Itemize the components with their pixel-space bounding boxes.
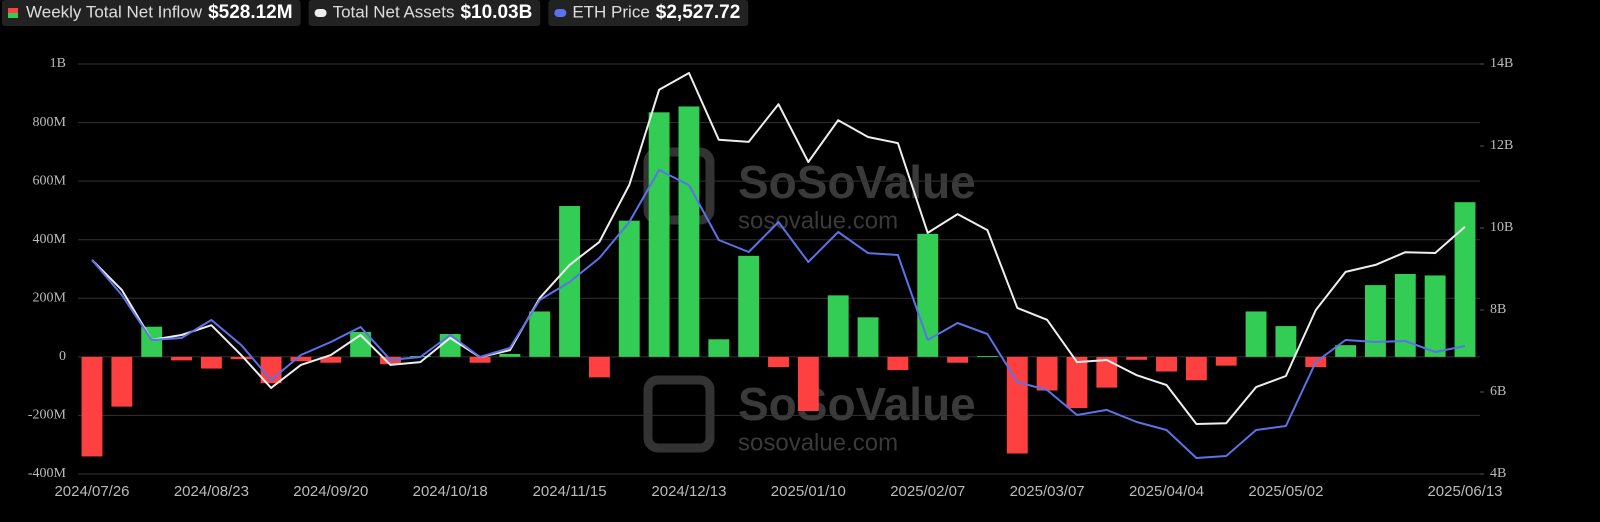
legend-bg (548, 0, 749, 26)
bar (738, 255, 760, 357)
bar (320, 356, 342, 363)
bar (1185, 356, 1207, 381)
y2-tick-label: 6B (1490, 384, 1506, 399)
bar (887, 356, 909, 371)
watermark-logo (643, 375, 715, 453)
x-tick-label: 2024/12/13 (651, 483, 726, 500)
bar (618, 220, 640, 357)
bar (469, 356, 491, 363)
bar (111, 356, 133, 407)
legend-swatch (314, 9, 327, 17)
y-tick-label: 1B (50, 56, 66, 71)
legend-name: ETH Price (572, 2, 649, 21)
x-tick-label: 2025/01/10 (771, 483, 846, 500)
watermark-url: sosovalue.com (738, 429, 898, 456)
watermark-text: SoSoValue (738, 156, 976, 208)
bar (857, 317, 879, 357)
watermark: SoSoValue sosovalue.com SoSoValue sosova… (643, 147, 976, 456)
bar (797, 356, 819, 412)
bar (529, 311, 551, 357)
y2-tick-label: 12B (1490, 138, 1513, 153)
watermark-text: SoSoValue (738, 378, 976, 430)
y-tick-label: -200M (28, 408, 67, 423)
watermark-url: sosovalue.com (738, 207, 898, 234)
legend-swatch (8, 13, 18, 18)
bar (1156, 356, 1177, 372)
bar (976, 355, 998, 357)
y-tick-label: 600M (33, 173, 67, 188)
y2-tick-label: 4B (1490, 466, 1506, 481)
bar (1275, 326, 1297, 357)
x-tick-label: 2024/07/26 (54, 483, 129, 500)
legend-item: ETH Price $2,527.72 (548, 0, 749, 26)
x-tick-label: 2025/06/13 (1427, 483, 1502, 500)
legend-name: Total Net Assets (333, 2, 455, 21)
bar (947, 356, 969, 363)
y-tick-label: -400M (28, 466, 67, 481)
bar (1394, 273, 1416, 357)
bar (678, 106, 700, 357)
legend-value: $528.12M (208, 2, 293, 23)
bar (499, 353, 521, 357)
bar (588, 356, 610, 378)
x-tick-label: 2024/09/20 (293, 483, 368, 500)
x-tick-label: 2024/08/23 (174, 483, 249, 500)
x-tick-label: 2025/02/07 (890, 483, 965, 500)
bar (1066, 356, 1088, 409)
bar (827, 295, 849, 357)
legend-value: $10.03B (460, 2, 532, 23)
x-tick-label: 2025/04/04 (1129, 483, 1204, 500)
bar (1335, 345, 1357, 357)
legend-swatch (8, 8, 18, 13)
bar (1126, 356, 1148, 360)
line (91, 169, 1466, 459)
bar (1454, 202, 1476, 357)
bar (1245, 311, 1267, 357)
legend-value: $2,527.72 (656, 2, 741, 23)
legend-item: Weekly Total Net Inflow $528.12M (2, 0, 301, 26)
y2-tick-label: 14B (1490, 56, 1513, 71)
legend-item: Total Net Assets $10.03B (308, 0, 541, 26)
legend-bg (2, 0, 301, 26)
line (91, 72, 1466, 425)
legend-bg (308, 0, 541, 26)
bar (1215, 356, 1237, 366)
x-tick-label: 2025/03/07 (1010, 483, 1085, 500)
bar (1036, 356, 1058, 391)
bar (81, 356, 103, 457)
bar (230, 356, 252, 360)
bar (768, 356, 789, 368)
x-tick-label: 2024/11/15 (533, 483, 607, 500)
bar (648, 112, 670, 357)
legend-swatch (554, 9, 567, 17)
y-tick-label: 200M (33, 291, 67, 306)
y2-tick-label: 10B (1490, 220, 1513, 235)
bar (1006, 356, 1028, 454)
y-tick-label: 400M (33, 232, 67, 247)
bar (290, 356, 312, 362)
bar (1424, 275, 1446, 357)
y-tick-label: 800M (33, 115, 67, 130)
bar (1365, 285, 1386, 357)
bar (1096, 356, 1118, 388)
x-tick-label: 2024/10/18 (413, 483, 488, 500)
bar (171, 356, 192, 361)
y2-tick-label: 8B (1490, 302, 1506, 317)
bar (200, 356, 222, 369)
bar (708, 339, 730, 357)
x-tick-label: 2025/05/02 (1248, 483, 1323, 500)
y-tick-label: 0 (59, 349, 66, 364)
bar (141, 326, 163, 357)
legend-name: Weekly Total Net Inflow (26, 2, 203, 21)
